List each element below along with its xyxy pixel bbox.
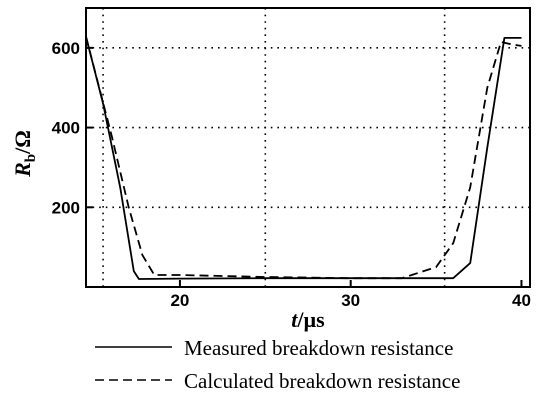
x-tick-label: 40 — [512, 291, 531, 310]
legend-label-measured: Measured breakdown resistance — [184, 336, 453, 360]
y-tick-label: 600 — [52, 39, 80, 58]
plot-area-frame — [85, 7, 531, 288]
y-tick-label: 200 — [52, 198, 80, 217]
grid-lines — [86, 8, 530, 287]
y-axis-unit: /Ω — [10, 130, 35, 155]
series-line-calculated — [85, 36, 522, 280]
x-tick-label: 30 — [341, 291, 360, 310]
legend-label-calculated: Calculated breakdown resistance — [184, 369, 460, 393]
series-line-measured — [85, 36, 522, 280]
x-axis-unit: /µs — [296, 307, 325, 332]
x-axis-label: t/µs — [291, 307, 325, 332]
x-axis-variable: t — [291, 307, 298, 332]
y-axis-variable: R — [10, 162, 35, 178]
y-axis-subscript: b — [23, 154, 39, 162]
series-lines — [85, 36, 522, 280]
x-tick-label: 20 — [170, 291, 189, 310]
y-axis-label: Rb/Ω — [10, 130, 39, 178]
axis-ticks: 20 30 40 200 400 600 — [52, 39, 531, 310]
y-tick-label: 400 — [52, 119, 80, 138]
legend: Measured breakdown resistance Calculated… — [95, 336, 460, 393]
